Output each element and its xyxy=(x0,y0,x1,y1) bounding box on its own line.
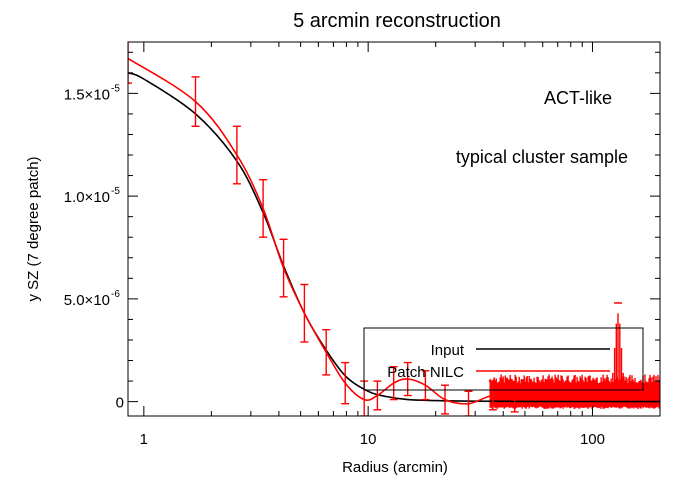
noise-trace xyxy=(607,394,610,397)
noise-trace xyxy=(510,390,513,396)
noise-trace xyxy=(578,393,581,396)
y-tick-exponent: -5 xyxy=(111,186,120,197)
noise-trace xyxy=(586,391,589,394)
noise-trace xyxy=(598,395,601,398)
noise-trace xyxy=(572,391,575,394)
noise-trace xyxy=(641,392,644,396)
noise-trace xyxy=(570,391,573,397)
noise-trace xyxy=(507,392,510,397)
noise-trace xyxy=(550,392,553,395)
y-axis-label: y SZ (7 degree patch) xyxy=(25,156,42,301)
y-tick-exponent: -5 xyxy=(111,83,120,94)
noise-trace xyxy=(655,391,658,394)
legend-label-input: Input xyxy=(431,342,465,359)
noise-trace xyxy=(545,391,548,393)
noise-trace xyxy=(528,393,531,396)
noise-trace xyxy=(497,392,500,395)
y-tick-exponent: -6 xyxy=(111,289,120,300)
noise-trace xyxy=(650,394,653,397)
noise-trace xyxy=(580,390,583,394)
noise-trace xyxy=(533,392,536,396)
noise-trace xyxy=(647,391,650,398)
noise-trace xyxy=(562,393,565,396)
noise-trace xyxy=(581,392,584,395)
noise-trace xyxy=(522,390,525,396)
plot-area xyxy=(128,42,660,416)
y-tick-label: 5.0×10 xyxy=(64,292,110,309)
noise-trace xyxy=(644,393,647,396)
noise-trace xyxy=(553,393,556,396)
noise-trace xyxy=(592,392,595,397)
noise-trace xyxy=(595,391,598,396)
noise-trace xyxy=(559,392,562,396)
noise-trace xyxy=(652,390,655,395)
noise-trace xyxy=(638,391,641,395)
noise-trace xyxy=(577,394,580,396)
y-tick-label: 1.5×10 xyxy=(64,86,110,103)
noise-trace xyxy=(635,395,638,397)
noise-trace xyxy=(643,394,646,397)
noise-trace xyxy=(561,392,564,395)
legend-box xyxy=(363,327,644,391)
noise-trace xyxy=(654,392,657,397)
noise-trace xyxy=(524,393,527,396)
noise-trace xyxy=(516,393,519,397)
noise-trace xyxy=(649,387,652,397)
noise-trace xyxy=(657,391,660,393)
noise-trace xyxy=(526,393,529,396)
y-tick-label: 1.0×10 xyxy=(64,189,110,206)
noise-trace xyxy=(585,392,588,396)
noise-trace xyxy=(556,394,559,397)
noise-trace xyxy=(582,392,585,395)
noise-trace xyxy=(656,391,659,393)
noise-trace xyxy=(634,391,637,396)
noise-trace xyxy=(508,391,511,394)
annotation-cluster-sample: typical cluster sample xyxy=(456,147,628,167)
noise-trace xyxy=(539,392,542,397)
x-tick-label: 10 xyxy=(360,431,377,448)
noise-trace xyxy=(498,393,501,396)
series-line-input xyxy=(128,72,660,403)
plot-frame xyxy=(127,41,661,417)
chart-title: 5 arcmin reconstruction xyxy=(293,10,501,32)
noise-trace xyxy=(543,392,546,395)
noise-trace xyxy=(599,390,602,396)
noise-trace xyxy=(602,389,605,397)
noise-trace xyxy=(529,393,532,395)
noise-trace xyxy=(565,391,568,397)
noise-trace xyxy=(626,392,629,397)
noise-trace xyxy=(636,395,639,397)
legend: Input Patch NILC xyxy=(363,327,644,391)
noise-trace xyxy=(645,393,648,396)
x-tick-label: 100 xyxy=(580,431,605,448)
noise-error-bars xyxy=(489,302,660,409)
annotation-act-like: ACT-like xyxy=(544,88,612,108)
noise-trace xyxy=(544,391,547,394)
noise-trace xyxy=(505,390,508,395)
x-tick-label: 1 xyxy=(140,431,148,448)
y-tick-label: 0 xyxy=(116,395,124,412)
x-axis-label: Radius (arcmin) xyxy=(342,459,448,476)
legend-label-patch-nilc: Patch NILC xyxy=(387,364,464,381)
noise-trace xyxy=(527,393,530,396)
